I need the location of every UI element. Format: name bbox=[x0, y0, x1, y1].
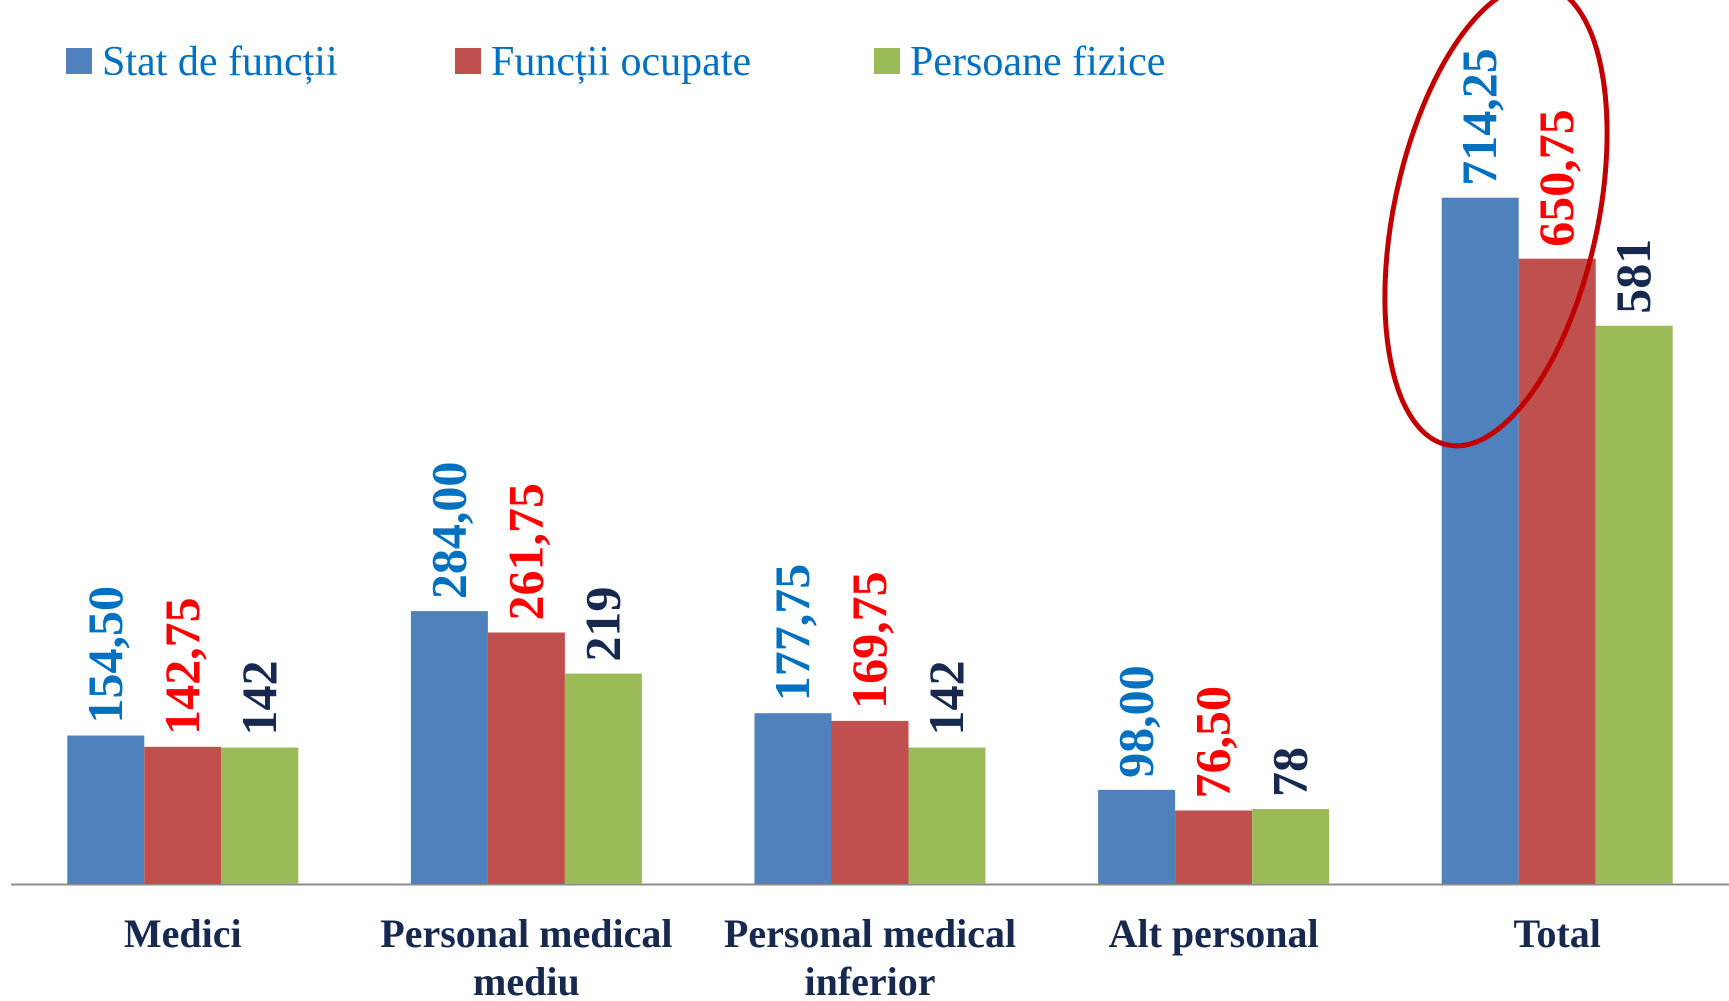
legend-swatch bbox=[66, 48, 92, 74]
data-label: 650,75 bbox=[1528, 109, 1584, 247]
data-label: 142 bbox=[918, 661, 974, 736]
bar bbox=[754, 713, 832, 884]
x-tick-label: Personal medical mediu bbox=[380, 911, 673, 1001]
bar bbox=[1175, 810, 1253, 884]
data-label: 78 bbox=[1262, 747, 1318, 797]
bar bbox=[487, 632, 565, 884]
bar bbox=[410, 611, 488, 884]
bar bbox=[1441, 197, 1519, 884]
bar bbox=[67, 735, 145, 884]
data-label: 154,50 bbox=[77, 586, 133, 724]
data-label: 581 bbox=[1605, 239, 1661, 314]
data-label: 98,00 bbox=[1108, 665, 1164, 778]
legend-label: Stat de funcții bbox=[102, 39, 338, 85]
bar bbox=[908, 747, 986, 884]
bar bbox=[831, 720, 909, 884]
data-label: 219 bbox=[574, 587, 630, 662]
bar bbox=[144, 746, 222, 884]
bar bbox=[1252, 809, 1330, 884]
legend-swatch bbox=[455, 48, 481, 74]
bar bbox=[221, 747, 299, 884]
bar bbox=[1595, 325, 1673, 885]
data-label: 261,75 bbox=[497, 483, 553, 621]
x-tick-label: Total bbox=[1513, 911, 1601, 956]
data-label: 142,75 bbox=[154, 597, 210, 735]
bar bbox=[1098, 789, 1176, 884]
x-tick-label: Personal medical inferior bbox=[723, 911, 1017, 1001]
data-label: 714,25 bbox=[1451, 48, 1507, 186]
data-label: 169,75 bbox=[841, 571, 897, 709]
data-label: 284,00 bbox=[420, 462, 476, 600]
legend-label: Persoane fizice bbox=[910, 39, 1166, 85]
data-label: 177,75 bbox=[764, 564, 820, 702]
legend-label: Funcții ocupate bbox=[491, 39, 752, 85]
data-label: 142 bbox=[231, 661, 287, 736]
bar bbox=[564, 673, 642, 884]
data-label: 76,50 bbox=[1185, 686, 1241, 799]
highlight-ellipse bbox=[1382, 0, 1610, 449]
x-tick-label: Medici bbox=[123, 911, 242, 956]
legend-swatch bbox=[874, 48, 900, 74]
bar bbox=[1518, 258, 1596, 885]
x-tick-label: Alt personal bbox=[1108, 911, 1319, 956]
